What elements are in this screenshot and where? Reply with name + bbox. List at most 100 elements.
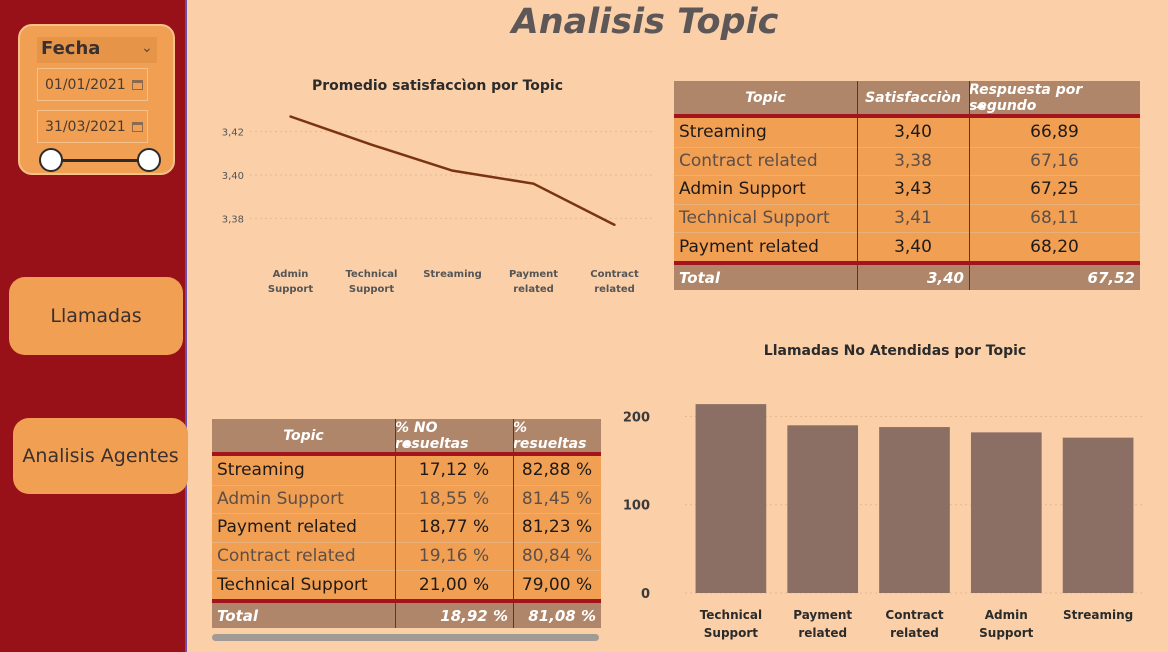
header-resueltas[interactable]: % resueltas (513, 419, 587, 452)
no-resueltas-cell: 17,12 % (418, 460, 490, 481)
slider-track[interactable] (50, 159, 150, 162)
header-divider (212, 452, 601, 456)
row-divider (212, 513, 601, 515)
total-satisfaccion: 3,40 (926, 268, 964, 287)
respuesta-cell: 67,16 (1030, 150, 1079, 171)
header-no-resueltas[interactable]: % NO resueltas (395, 419, 469, 452)
x-tick-label: Payment related (509, 269, 558, 295)
chevron-down-icon[interactable]: ⌄ (141, 40, 153, 56)
y-tick-label: 3,40 (222, 171, 244, 182)
table-row[interactable]: Streaming 17,12 % 82,88 % (212, 456, 601, 485)
bar (1062, 437, 1134, 593)
calendar-icon[interactable] (132, 80, 143, 90)
row-divider (674, 175, 1140, 177)
bar (695, 404, 767, 593)
data-point (532, 182, 535, 185)
resueltas-cell: 79,00 % (521, 574, 593, 595)
satisfaccion-cell: 3,40 (894, 236, 932, 257)
topic-cell: Technical Support (217, 574, 368, 595)
row-divider (674, 232, 1140, 234)
header-respuesta[interactable]: Respuesta por segundo (969, 81, 1083, 114)
slider-end-handle[interactable] (137, 148, 161, 172)
topic-cell: Contract related (679, 150, 818, 171)
resolution-table: Topic % NO resueltas % resueltas Streami… (212, 419, 601, 628)
end-date-input[interactable]: 31/03/2021 (37, 110, 148, 143)
topic-cell: Admin Support (679, 179, 806, 200)
total-respuesta: 67,52 (1087, 268, 1135, 287)
page-title: Analisis Topic (511, 2, 779, 42)
satisfaccion-cell: 3,40 (894, 122, 932, 143)
satisfaction-table: Topic Satisfacciòn Respuesta por segundo… (674, 81, 1140, 290)
table-header-row: Topic % NO resueltas % resueltas (212, 419, 601, 452)
x-tick-label: Streaming (423, 269, 482, 280)
table-row[interactable]: Streaming 3,40 66,89 (674, 118, 1140, 147)
unanswered-calls-bar-chart: 200 100 0 Technical Support Payment related Con… (623, 404, 1144, 640)
data-point (451, 169, 454, 172)
y-tick-label: 3,38 (222, 214, 244, 225)
bar (879, 427, 950, 593)
sort-ascending-icon[interactable] (976, 102, 986, 108)
total-row: Total 3,40 67,52 (674, 265, 1140, 290)
data-point (289, 115, 292, 118)
resueltas-cell: 80,84 % (521, 546, 593, 567)
row-divider (674, 146, 1140, 148)
no-resueltas-cell: 19,16 % (418, 546, 490, 567)
start-date-text: 01/01/2021 (45, 77, 126, 93)
table-row[interactable]: Payment related 3,40 68,20 (674, 232, 1140, 261)
bar (970, 432, 1042, 593)
analisis-agentes-button[interactable]: Analisis Agentes (13, 418, 188, 494)
total-row: Total 18,92 % 81,08 % (212, 603, 601, 628)
column-divider (969, 81, 970, 290)
x-tick-label: Payment related (793, 608, 852, 640)
x-tick-label: Contract related (885, 608, 943, 640)
x-tick-label: Admin Support (268, 269, 313, 295)
topic-cell: Payment related (217, 517, 357, 538)
total-divider (212, 599, 601, 603)
table-row[interactable]: Payment related 18,77 % 81,23 % (212, 513, 601, 542)
respuesta-cell: 68,11 (1030, 208, 1079, 229)
respuesta-cell: 68,20 (1030, 236, 1079, 257)
calendar-icon[interactable] (132, 122, 143, 132)
line-chart-title: Promedio satisfaccìon por Topic (311, 78, 564, 94)
table-row[interactable]: Technical Support 21,00 % 79,00 % (212, 570, 601, 599)
no-resueltas-cell: 18,55 % (418, 488, 490, 509)
table-header-row: Topic Satisfacciòn Respuesta por segundo (674, 81, 1140, 114)
topic-cell: Streaming (217, 460, 305, 481)
horizontal-scrollbar[interactable] (212, 634, 599, 641)
no-resueltas-cell: 21,00 % (418, 574, 490, 595)
sort-ascending-icon[interactable] (402, 440, 412, 446)
header-topic[interactable]: Topic (283, 427, 324, 444)
satisfaccion-cell: 3,38 (894, 150, 932, 171)
topic-cell: Contract related (217, 546, 356, 567)
header-divider (674, 114, 1140, 118)
total-no-resueltas: 18,92 % (440, 606, 508, 625)
topic-cell: Payment related (679, 236, 819, 257)
total-label: Total (217, 606, 259, 625)
table-row[interactable]: Admin Support 18,55 % 81,45 % (212, 485, 601, 514)
table-body (674, 118, 1140, 261)
resueltas-cell: 81,45 % (521, 488, 593, 509)
slicer-title: Fecha (41, 38, 101, 59)
x-tick-label: Technical Support (700, 608, 762, 640)
column-divider (395, 419, 396, 628)
table-row[interactable]: Contract related 19,16 % 80,84 % (212, 542, 601, 571)
slicer-header[interactable]: Fecha ⌄ (37, 37, 157, 63)
total-divider (674, 261, 1140, 265)
bar-chart-title: Llamadas No Atendidas por Topic (763, 343, 1027, 359)
slider-start-handle[interactable] (39, 148, 63, 172)
satisfaction-line-chart: 3,42 3,40 3,38 Admin Support Technical Support… (222, 115, 655, 295)
header-topic[interactable]: Topic (745, 89, 786, 106)
start-date-input[interactable]: 01/01/2021 (37, 68, 148, 101)
header-satisfaccion[interactable]: Satisfacciòn (865, 89, 961, 106)
total-label: Total (679, 268, 721, 287)
y-tick-label: 100 (623, 499, 650, 514)
table-row[interactable]: Contract related 3,38 67,16 (674, 147, 1140, 176)
total-resueltas: 81,08 % (528, 606, 596, 625)
table-row[interactable]: Admin Support 3,43 67,25 (674, 175, 1140, 204)
topic-cell: Technical Support (679, 208, 830, 229)
satisfaccion-cell: 3,43 (894, 179, 932, 200)
table-row[interactable]: Technical Support 3,41 68,11 (674, 204, 1140, 233)
sidebar: Fecha ⌄ 01/01/2021 31/03/2021 Llamadas A… (0, 0, 188, 652)
llamadas-button[interactable]: Llamadas (9, 277, 183, 355)
table-body (212, 456, 601, 599)
